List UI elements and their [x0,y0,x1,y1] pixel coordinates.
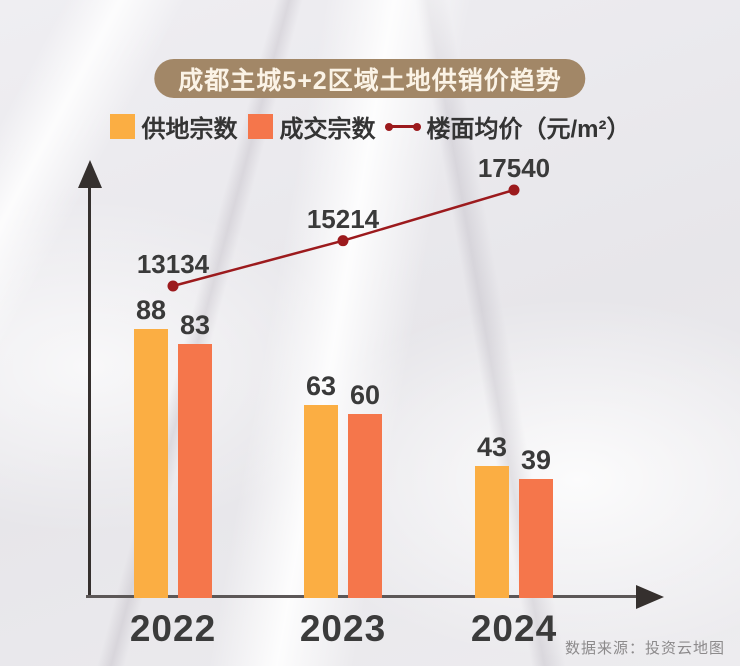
legend-swatch-icon [247,114,273,139]
bar-value-label: 88 [135,295,167,325]
legend-item-2: 楼面均价（元/m²） [384,109,631,144]
bar-2022-sold [178,344,212,598]
chart-legend: 供地宗数 成交宗数 楼面均价（元/m²） [0,109,740,144]
price-line-point [167,280,179,292]
bar-2024-supply [475,466,509,598]
legend-item-0: 供地宗数 [109,109,238,144]
data-source-note: 数据来源：投资云地图 [564,640,725,657]
x-tick-label-2024: 2024 [470,608,558,649]
y-axis-line [88,186,91,598]
chart-title: 成都主城5+2区域土地供销价趋势 [178,66,562,95]
legend-line-marker-icon [384,114,421,139]
legend-item-1: 成交宗数 [247,109,376,144]
bar-value-label: 83 [179,310,211,340]
price-line-point [337,235,349,247]
x-tick-label-2022: 2022 [129,608,217,649]
legend-label: 供地宗数 [141,116,238,143]
bar-2023-supply [304,405,338,598]
bar-value-label: 60 [349,380,381,410]
legend-label: 楼面均价（元/m²） [426,116,631,143]
price-value-label: 13134 [136,249,210,279]
bar-2023-sold [348,414,382,598]
bar-value-label: 43 [476,432,508,462]
bar-value-label: 63 [305,371,337,401]
x-tick-label-2023: 2023 [299,608,387,649]
chart-title-pill: 成都主城5+2区域土地供销价趋势 [154,59,586,98]
y-axis-arrow-icon [78,160,102,188]
x-axis-arrow-icon [636,585,664,609]
bar-value-label: 39 [520,445,552,475]
price-line-point [508,184,520,196]
bar-2024-sold [519,479,553,598]
legend-label: 成交宗数 [279,116,376,143]
price-value-label: 15214 [306,203,380,234]
bar-2022-supply [134,329,168,598]
price-value-label: 17540 [477,153,551,183]
legend-swatch-icon [109,114,135,139]
